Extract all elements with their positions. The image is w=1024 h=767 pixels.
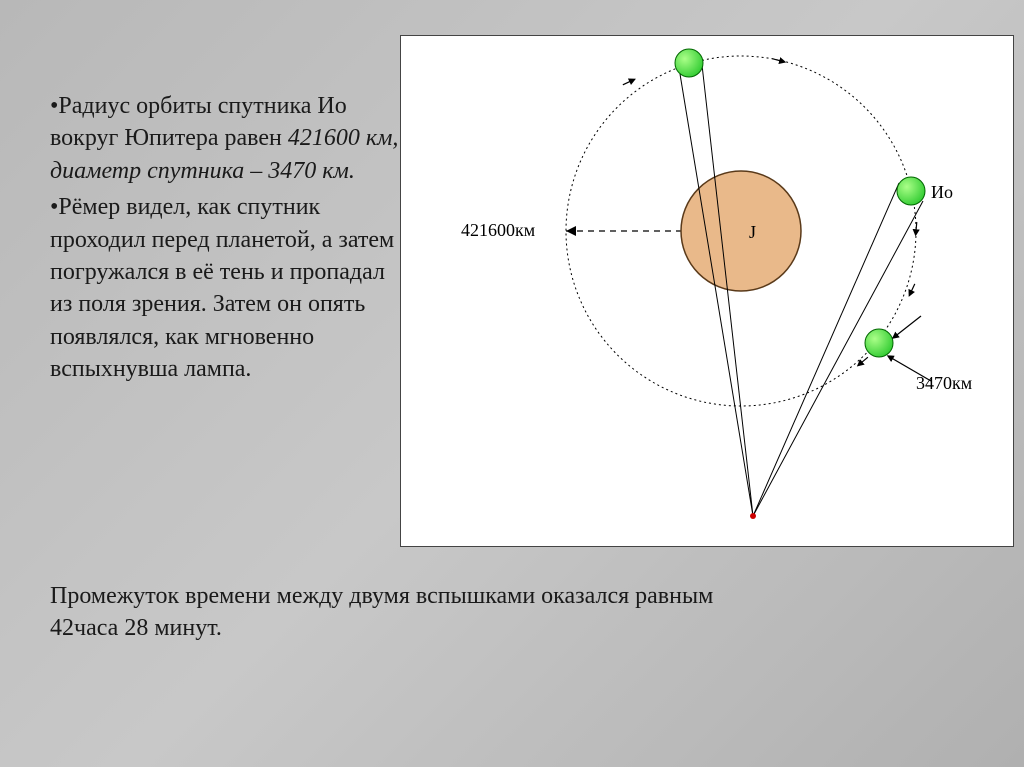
- bullet-1: •Радиус орбиты спутника Ио вокруг Юпитер…: [50, 90, 410, 187]
- orbit-svg: 421600км J Ио 3470км: [401, 36, 1013, 546]
- svg-text:421600км: 421600км: [461, 220, 535, 240]
- svg-text:J: J: [749, 222, 756, 242]
- text-column: •Радиус орбиты спутника Ио вокруг Юпитер…: [50, 90, 410, 390]
- bottom-paragraph: Промежуток времени между двумя вспышками…: [50, 580, 770, 645]
- slide: •Радиус орбиты спутника Ио вокруг Юпитер…: [0, 0, 1024, 767]
- orbit-diagram: 421600км J Ио 3470км: [400, 35, 1014, 547]
- bullet-2: •Рёмер видел, как спутник проходил перед…: [50, 191, 410, 385]
- svg-text:3470км: 3470км: [916, 373, 972, 393]
- svg-text:Ио: Ио: [931, 182, 953, 202]
